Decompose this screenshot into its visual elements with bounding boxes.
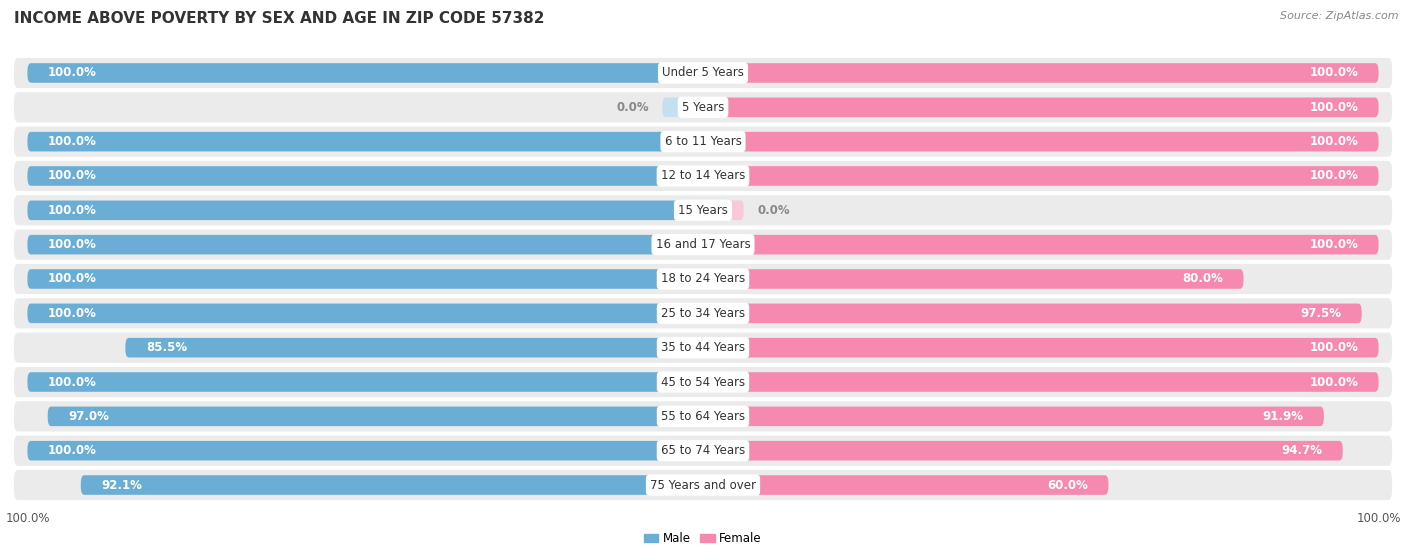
Text: 55 to 64 Years: 55 to 64 Years [661,410,745,423]
FancyBboxPatch shape [703,407,1324,426]
FancyBboxPatch shape [28,235,703,254]
FancyBboxPatch shape [14,367,1392,397]
FancyBboxPatch shape [28,304,703,323]
FancyBboxPatch shape [14,298,1392,329]
Text: 0.0%: 0.0% [756,204,790,217]
FancyBboxPatch shape [125,338,703,358]
FancyBboxPatch shape [703,132,1378,151]
FancyBboxPatch shape [703,338,1378,358]
FancyBboxPatch shape [703,475,1108,495]
FancyBboxPatch shape [28,269,703,289]
Text: 100.0%: 100.0% [48,238,97,251]
Text: 97.0%: 97.0% [67,410,110,423]
Text: 75 Years and over: 75 Years and over [650,479,756,492]
Text: 45 to 54 Years: 45 to 54 Years [661,376,745,388]
FancyBboxPatch shape [28,132,703,151]
FancyBboxPatch shape [14,58,1392,88]
FancyBboxPatch shape [14,195,1392,225]
Text: 100.0%: 100.0% [48,444,97,457]
FancyBboxPatch shape [703,269,1243,289]
FancyBboxPatch shape [703,63,1378,83]
FancyBboxPatch shape [14,161,1392,191]
FancyBboxPatch shape [703,166,1378,186]
Legend: Male, Female: Male, Female [640,527,766,550]
Text: 100.0%: 100.0% [48,307,97,320]
Text: 100.0%: 100.0% [1309,66,1358,79]
Text: 91.9%: 91.9% [1263,410,1303,423]
Text: 100.0%: 100.0% [1309,170,1358,182]
Text: 18 to 24 Years: 18 to 24 Years [661,272,745,286]
FancyBboxPatch shape [14,229,1392,260]
Text: 100.0%: 100.0% [48,272,97,286]
Text: 0.0%: 0.0% [616,101,650,114]
FancyBboxPatch shape [28,372,703,392]
FancyBboxPatch shape [28,441,703,460]
Text: 100.0%: 100.0% [48,135,97,148]
Text: 100.0%: 100.0% [48,204,97,217]
FancyBboxPatch shape [703,235,1378,254]
FancyBboxPatch shape [703,441,1343,460]
Text: Under 5 Years: Under 5 Years [662,66,744,79]
Text: 100.0%: 100.0% [1309,341,1358,354]
FancyBboxPatch shape [703,372,1378,392]
Text: 15 Years: 15 Years [678,204,728,217]
Text: 25 to 34 Years: 25 to 34 Years [661,307,745,320]
FancyBboxPatch shape [14,436,1392,466]
FancyBboxPatch shape [14,401,1392,431]
Text: 6 to 11 Years: 6 to 11 Years [665,135,741,148]
Text: 12 to 14 Years: 12 to 14 Years [661,170,745,182]
Text: 16 and 17 Years: 16 and 17 Years [655,238,751,251]
FancyBboxPatch shape [28,166,703,186]
Text: 80.0%: 80.0% [1182,272,1223,286]
FancyBboxPatch shape [80,475,703,495]
FancyBboxPatch shape [14,92,1392,122]
Text: 100.0%: 100.0% [48,376,97,388]
FancyBboxPatch shape [703,304,1361,323]
Text: Source: ZipAtlas.com: Source: ZipAtlas.com [1281,11,1399,21]
Text: 100.0%: 100.0% [48,66,97,79]
FancyBboxPatch shape [14,470,1392,500]
Text: 60.0%: 60.0% [1047,479,1088,492]
FancyBboxPatch shape [28,63,703,83]
Text: 100.0%: 100.0% [1309,238,1358,251]
Text: 100.0%: 100.0% [1309,135,1358,148]
Text: INCOME ABOVE POVERTY BY SEX AND AGE IN ZIP CODE 57382: INCOME ABOVE POVERTY BY SEX AND AGE IN Z… [14,11,544,26]
FancyBboxPatch shape [662,98,703,117]
Text: 5 Years: 5 Years [682,101,724,114]
Text: 100.0%: 100.0% [1309,101,1358,114]
Text: 97.5%: 97.5% [1301,307,1341,320]
Text: 35 to 44 Years: 35 to 44 Years [661,341,745,354]
FancyBboxPatch shape [28,200,703,220]
FancyBboxPatch shape [703,200,744,220]
Text: 100.0%: 100.0% [48,170,97,182]
FancyBboxPatch shape [703,98,1378,117]
Text: 85.5%: 85.5% [146,341,187,354]
FancyBboxPatch shape [48,407,703,426]
Text: 65 to 74 Years: 65 to 74 Years [661,444,745,457]
FancyBboxPatch shape [14,333,1392,363]
FancyBboxPatch shape [14,264,1392,294]
Text: 100.0%: 100.0% [1309,376,1358,388]
Text: 92.1%: 92.1% [101,479,142,492]
Text: 94.7%: 94.7% [1281,444,1323,457]
FancyBboxPatch shape [14,127,1392,157]
